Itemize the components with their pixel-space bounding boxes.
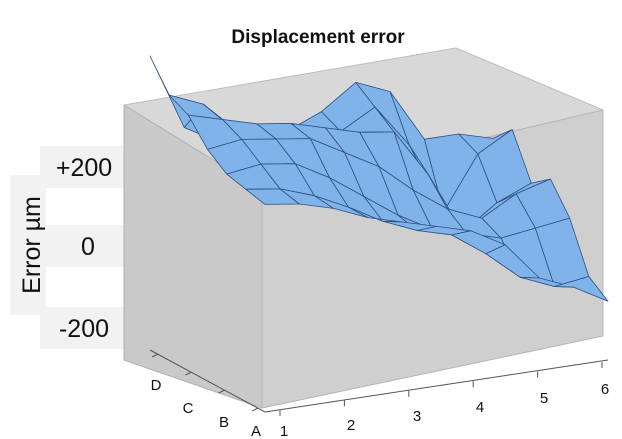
ytick-bg-mid [40, 225, 128, 267]
x-tick-2: 2 [347, 417, 355, 434]
label-backgrounds [10, 146, 128, 349]
z-tick-mark [218, 389, 225, 394]
ylabel-bg [10, 175, 46, 315]
z-axis-line [149, 349, 266, 413]
ytick-bg-top [40, 146, 128, 188]
ytick-label-low: -200 [59, 315, 109, 343]
surface-mesh [149, 55, 609, 302]
z-tick-B: B [219, 414, 229, 431]
z-tick-mark [185, 371, 192, 376]
tick-marks [151, 353, 603, 416]
chart-title: Displacement error [231, 27, 405, 48]
ytick-label-top: +200 [56, 154, 112, 182]
z-tick-A: A [251, 423, 261, 439]
axis-lines [149, 349, 609, 413]
x-tick-5: 5 [540, 390, 548, 407]
x-axis-line [264, 359, 609, 413]
ytick-bg-low [40, 307, 128, 349]
x-tick-3: 3 [413, 408, 421, 425]
z-tick-mark [251, 407, 259, 412]
x-tick-4: 4 [476, 399, 484, 416]
z-tick-C: C [183, 400, 194, 417]
surface-cell [554, 276, 609, 302]
z-tick-mark [151, 353, 159, 358]
ytick-label-mid: 0 [81, 233, 95, 261]
y-axis-label: Error µm [18, 196, 46, 294]
x-tick-1: 1 [280, 423, 288, 439]
z-tick-D: D [151, 377, 162, 394]
x-tick-6: 6 [601, 381, 609, 398]
